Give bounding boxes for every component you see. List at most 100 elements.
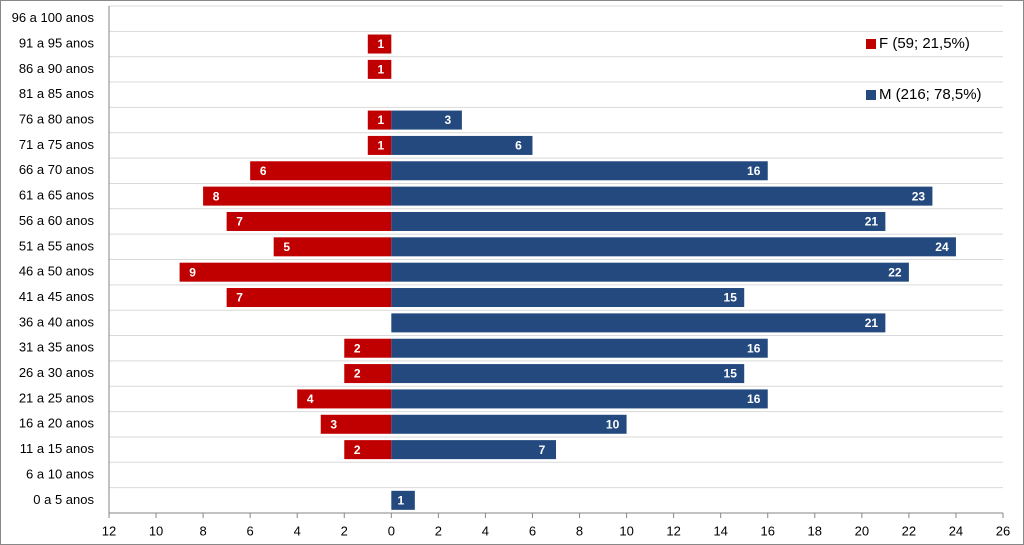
bar	[367, 59, 392, 79]
x-tick-label: 12	[666, 523, 680, 538]
y-tick-label: 6 a 10 anos	[26, 466, 94, 481]
bar	[391, 338, 768, 358]
bar	[226, 288, 392, 308]
value-label: 1	[377, 113, 384, 127]
bar	[273, 237, 392, 257]
value-label: 7	[236, 215, 243, 229]
value-label: 23	[912, 189, 926, 203]
bar	[320, 414, 392, 434]
value-label: 1	[397, 493, 404, 507]
x-tick-label: 26	[996, 523, 1010, 538]
value-label: 10	[606, 417, 620, 431]
value-label: 21	[865, 316, 879, 330]
x-tick-label: 22	[902, 523, 916, 538]
y-tick-label: 56 a 60 anos	[19, 213, 95, 228]
value-label: 1	[377, 37, 384, 51]
bar	[391, 288, 745, 308]
bar	[344, 364, 392, 384]
value-label: 2	[354, 443, 361, 457]
value-label: 4	[307, 392, 314, 406]
value-label: 3	[330, 417, 337, 431]
x-tick-label: 4	[294, 523, 301, 538]
bar	[391, 237, 956, 257]
x-tick-label: 20	[855, 523, 869, 538]
value-label: 24	[935, 240, 949, 254]
x-tick-label: 2	[341, 523, 348, 538]
bar	[344, 440, 392, 460]
bar	[297, 389, 392, 409]
y-tick-label: 91 a 95 anos	[19, 35, 95, 50]
bar	[391, 186, 933, 206]
y-tick-label: 11 a 15 anos	[20, 441, 95, 456]
legend-swatch	[866, 39, 876, 49]
x-tick-label: 12	[102, 523, 116, 538]
value-label: 16	[747, 392, 761, 406]
value-label: 7	[236, 291, 243, 305]
y-tick-label: 21 a 25 anos	[19, 390, 95, 405]
value-label: 3	[445, 113, 452, 127]
y-tick-label: 96 a 100 anos	[12, 10, 95, 25]
x-tick-label: 10	[149, 523, 163, 538]
y-tick-label: 71 a 75 anos	[19, 137, 95, 152]
value-label: 2	[354, 367, 361, 381]
x-tick-label: 18	[808, 523, 822, 538]
legend-label: M (216; 78,5%)	[879, 86, 982, 103]
bar	[391, 389, 768, 409]
bar	[367, 34, 392, 54]
value-label: 21	[865, 215, 879, 229]
y-tick-label: 31 a 35 anos	[19, 340, 95, 355]
value-label: 5	[283, 240, 290, 254]
bar	[179, 262, 392, 282]
value-label: 16	[747, 341, 761, 355]
value-label: 2	[354, 341, 361, 355]
value-label: 22	[888, 265, 902, 279]
value-label: 8	[213, 189, 220, 203]
bar	[391, 110, 462, 130]
bar	[344, 338, 392, 358]
bar	[391, 414, 627, 434]
bar	[250, 161, 392, 181]
y-tick-label: 46 a 50 anos	[19, 264, 95, 279]
value-label: 16	[747, 164, 761, 178]
x-tick-label: 4	[482, 523, 489, 538]
x-tick-label: 24	[949, 523, 963, 538]
bar	[391, 211, 886, 231]
y-tick-label: 16 a 20 anos	[19, 416, 95, 431]
bar	[391, 440, 556, 460]
bar	[391, 262, 909, 282]
x-tick-label: 8	[199, 523, 206, 538]
bar	[203, 186, 392, 206]
x-tick-label: 8	[576, 523, 583, 538]
y-tick-label: 76 a 80 anos	[19, 112, 95, 127]
value-label: 15	[724, 291, 738, 305]
legend-swatch	[866, 90, 876, 100]
x-tick-label: 6	[247, 523, 254, 538]
value-label: 6	[260, 164, 267, 178]
x-tick-label: 0	[388, 523, 395, 538]
value-label: 9	[189, 265, 196, 279]
bar	[226, 211, 392, 231]
bar	[391, 490, 415, 510]
bar	[367, 110, 392, 130]
bar	[367, 135, 392, 155]
x-tick-label: 6	[529, 523, 536, 538]
value-label: 6	[515, 139, 522, 153]
bar	[391, 313, 886, 333]
y-tick-label: 51 a 55 anos	[19, 238, 95, 253]
y-tick-label: 66 a 70 anos	[19, 162, 95, 177]
y-tick-label: 81 a 85 anos	[19, 86, 95, 101]
value-label: 7	[539, 443, 546, 457]
x-tick-label: 2	[435, 523, 442, 538]
y-tick-label: 61 a 65 anos	[19, 188, 95, 203]
y-tick-label: 36 a 40 anos	[19, 314, 95, 329]
bar	[391, 364, 745, 384]
bar	[391, 161, 768, 181]
value-label: 1	[377, 63, 384, 77]
y-tick-label: 0 a 5 anos	[33, 492, 94, 507]
x-tick-label: 16	[761, 523, 775, 538]
bar	[391, 135, 533, 155]
value-label: 1	[377, 139, 384, 153]
x-tick-label: 10	[619, 523, 633, 538]
x-tick-label: 14	[713, 523, 727, 538]
